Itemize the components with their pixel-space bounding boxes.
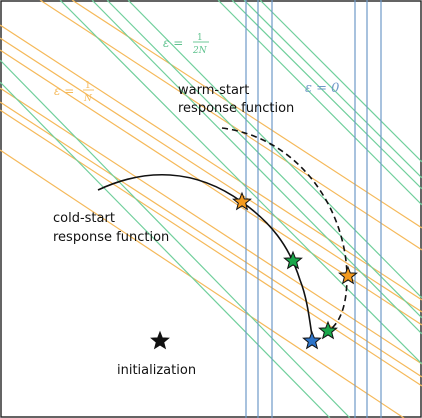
epsilon-1-over-2n-numerator: 1: [197, 33, 203, 43]
epsilon-1-over-n-numerator: 1: [85, 81, 91, 91]
initialization-star: [150, 330, 170, 350]
epsilon-1-over-n-prefix: ε =: [54, 84, 74, 98]
green-line-3: [106, 0, 422, 319]
green-line-5: [217, 0, 422, 206]
orange-line-2: [0, 37, 422, 313]
orange-line-6: [0, 109, 422, 387]
initialization-label: initialization: [117, 363, 196, 378]
warm-orange-star: [338, 265, 358, 285]
cold-orange-star: [232, 191, 252, 211]
orange-line-1: [0, 24, 422, 301]
green-line-7: [243, 0, 422, 179]
cold-blue-star: [302, 330, 322, 350]
green-line-6: [231, 0, 422, 190]
green-line-1: [59, 0, 422, 365]
epsilon-1-over-n-label: ε = 1 N: [54, 81, 94, 104]
green-line-10: [0, 81, 331, 418]
epsilon-1-over-2n-prefix: ε =: [163, 36, 183, 50]
green-line-8: [259, 0, 422, 163]
epsilon-zero-label: ε = 0: [305, 81, 339, 96]
epsilon-1-over-2n-label: ε = 1 2N: [163, 33, 209, 56]
cold-start-label-line-2: response function: [53, 230, 169, 245]
orange-line-7: [0, 149, 405, 418]
cold-green-star: [283, 250, 303, 270]
warm-start-response-curve: [221, 127, 348, 333]
epsilon-1-over-n-denominator: N: [83, 94, 93, 104]
warm-green-star: [318, 320, 338, 340]
green-line-9: [0, 59, 351, 418]
orange-line-5: [0, 101, 422, 378]
epsilon-1-over-2n-denominator: 2N: [192, 46, 208, 56]
cold-start-label-line-1: cold-start: [53, 211, 115, 226]
warm-start-label-line-2: response function: [178, 101, 294, 116]
blue-contour-lines: [245, 0, 382, 418]
orange-line-4: [0, 87, 422, 365]
green-line-4: [127, 0, 422, 299]
cold-start-response-curve: [97, 173, 314, 343]
warm-start-label-line-1: warm-start: [178, 83, 249, 98]
